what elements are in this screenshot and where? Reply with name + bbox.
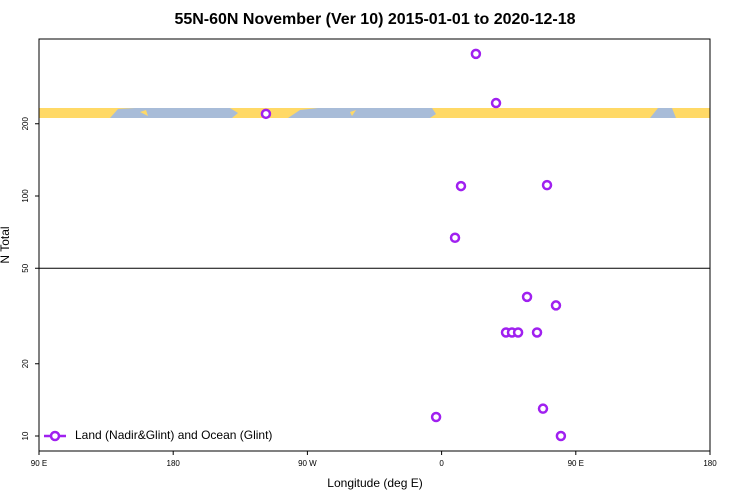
y-axis-label: N Total [0,226,12,263]
point [430,411,442,423]
point [490,97,502,109]
plot-frame [38,38,711,452]
point [537,403,549,414]
y-tick-label: 10 [21,431,30,440]
point [455,180,467,192]
point [521,291,533,303]
point [260,108,272,120]
x-axis-label: Longitude (deg E) [327,476,422,490]
legend-label: Land (Nadir&Glint) and Ocean (Glint) [75,428,272,442]
point [550,300,562,311]
x-tick-label: 90 E [31,459,47,468]
x-tick-label: 90 W [298,459,317,468]
point [470,48,482,60]
point [555,430,567,442]
point [541,179,553,191]
y-tick-label: 20 [21,359,30,368]
point [449,232,461,243]
chart-title: 55N-60N November (Ver 10) 2015-01-01 to … [174,11,575,28]
x-tick-label: 90 E [568,459,584,468]
y-tick-label: 50 [21,263,30,272]
x-tick-label: 180 [703,459,717,468]
x-tick-label: 0 [439,459,444,468]
point [512,327,524,338]
legend-marker [49,430,61,442]
map-strip [39,108,710,118]
x-tick-label: 180 [167,459,181,468]
y-tick-label: 100 [21,189,30,203]
point [531,327,543,338]
y-tick-label: 200 [21,117,30,131]
